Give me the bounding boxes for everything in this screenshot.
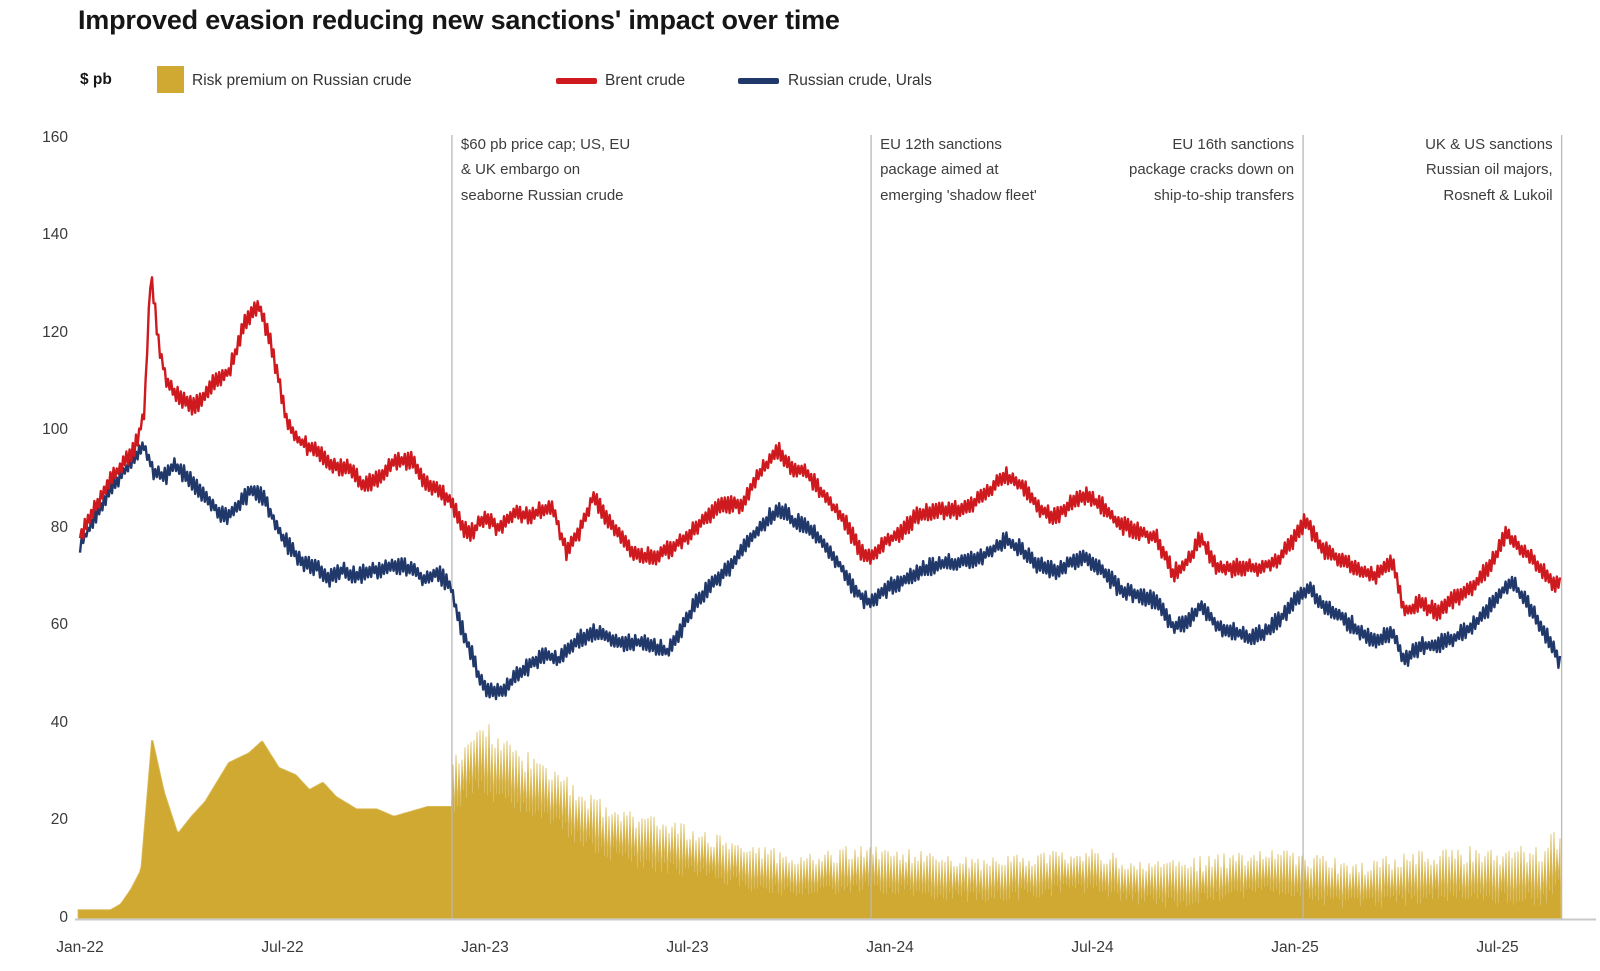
annotation-line: $60 pb price cap; US, EU (460, 136, 631, 153)
annotation-line: seaborne Russian crude (460, 186, 624, 204)
x-tick-label-Jan-23: Jan-23 (461, 939, 509, 956)
legend-label-risk-premium: Risk premium on Russian crude (192, 72, 412, 89)
legend-label-brent: Brent crude (605, 72, 686, 89)
annotation-line: package aimed at (880, 161, 999, 179)
annotation-line: Russian oil majors, (1425, 161, 1553, 179)
y-tick-label-140: 140 (42, 226, 68, 243)
x-tick-label-Jul-22: Jul-22 (261, 939, 304, 956)
x-tick-label-Jan-25: Jan-25 (1271, 939, 1319, 956)
annotation-line: & UK embargo on (460, 161, 581, 179)
legend-label-urals: Russian crude, Urals (788, 72, 932, 89)
y-tick-label-160: 160 (42, 128, 68, 146)
brent-line-swatch-icon (556, 78, 597, 84)
y-tick-label-0: 0 (59, 908, 68, 926)
x-tick-label-Jan-24: Jan-24 (866, 939, 914, 956)
page-title: Improved evasion reducing new sanctions'… (78, 5, 840, 35)
y-tick-label-100: 100 (42, 421, 68, 438)
risk-premium-area (77, 724, 1562, 919)
y-axis-unit-label: $ pb (80, 71, 112, 88)
y-tick-label-20: 20 (50, 811, 68, 828)
urals-line-swatch-icon (738, 78, 779, 84)
annotation-line: ship-to-ship transfers (1154, 186, 1295, 204)
brent-line (78, 276, 1562, 622)
annotation-line: emerging 'shadow fleet' (880, 186, 1037, 204)
urals-line (78, 441, 1562, 701)
annotation-line: package cracks down on (1129, 161, 1295, 179)
y-tick-label-80: 80 (50, 518, 68, 536)
y-tick-label-120: 120 (42, 323, 68, 341)
annotation-uk-us-oil-majors: UK & US sanctions Russian oil majors, Rosn… (1425, 132, 1553, 208)
annotation-line: EU 16th sanctions (1172, 136, 1295, 153)
annotation-line: UK & US sanctions (1425, 136, 1553, 153)
annotation-price-cap-embargo: $60 pb price cap; US, EU & UK embargo on s… (461, 132, 630, 208)
annotation-line: Rosneft & Lukoil (1443, 186, 1553, 204)
y-tick-label-60: 60 (50, 616, 68, 633)
annotation-line: EU 12th sanctions (880, 136, 1002, 153)
y-tick-label-40: 40 (50, 713, 68, 731)
x-tick-label-Jul-24: Jul-24 (1071, 939, 1114, 956)
x-tick-label-Jan-22: Jan-22 (56, 939, 104, 956)
x-tick-label-Jul-25: Jul-25 (1476, 939, 1519, 956)
risk-premium-swatch-icon (157, 66, 184, 93)
annotation-eu-16th-package: EU 16th sanctions package cracks down on s… (1129, 132, 1294, 208)
annotation-eu-12th-package: EU 12th sanctions package aimed at emergin… (880, 132, 1037, 208)
x-tick-label-Jul-23: Jul-23 (666, 939, 709, 956)
